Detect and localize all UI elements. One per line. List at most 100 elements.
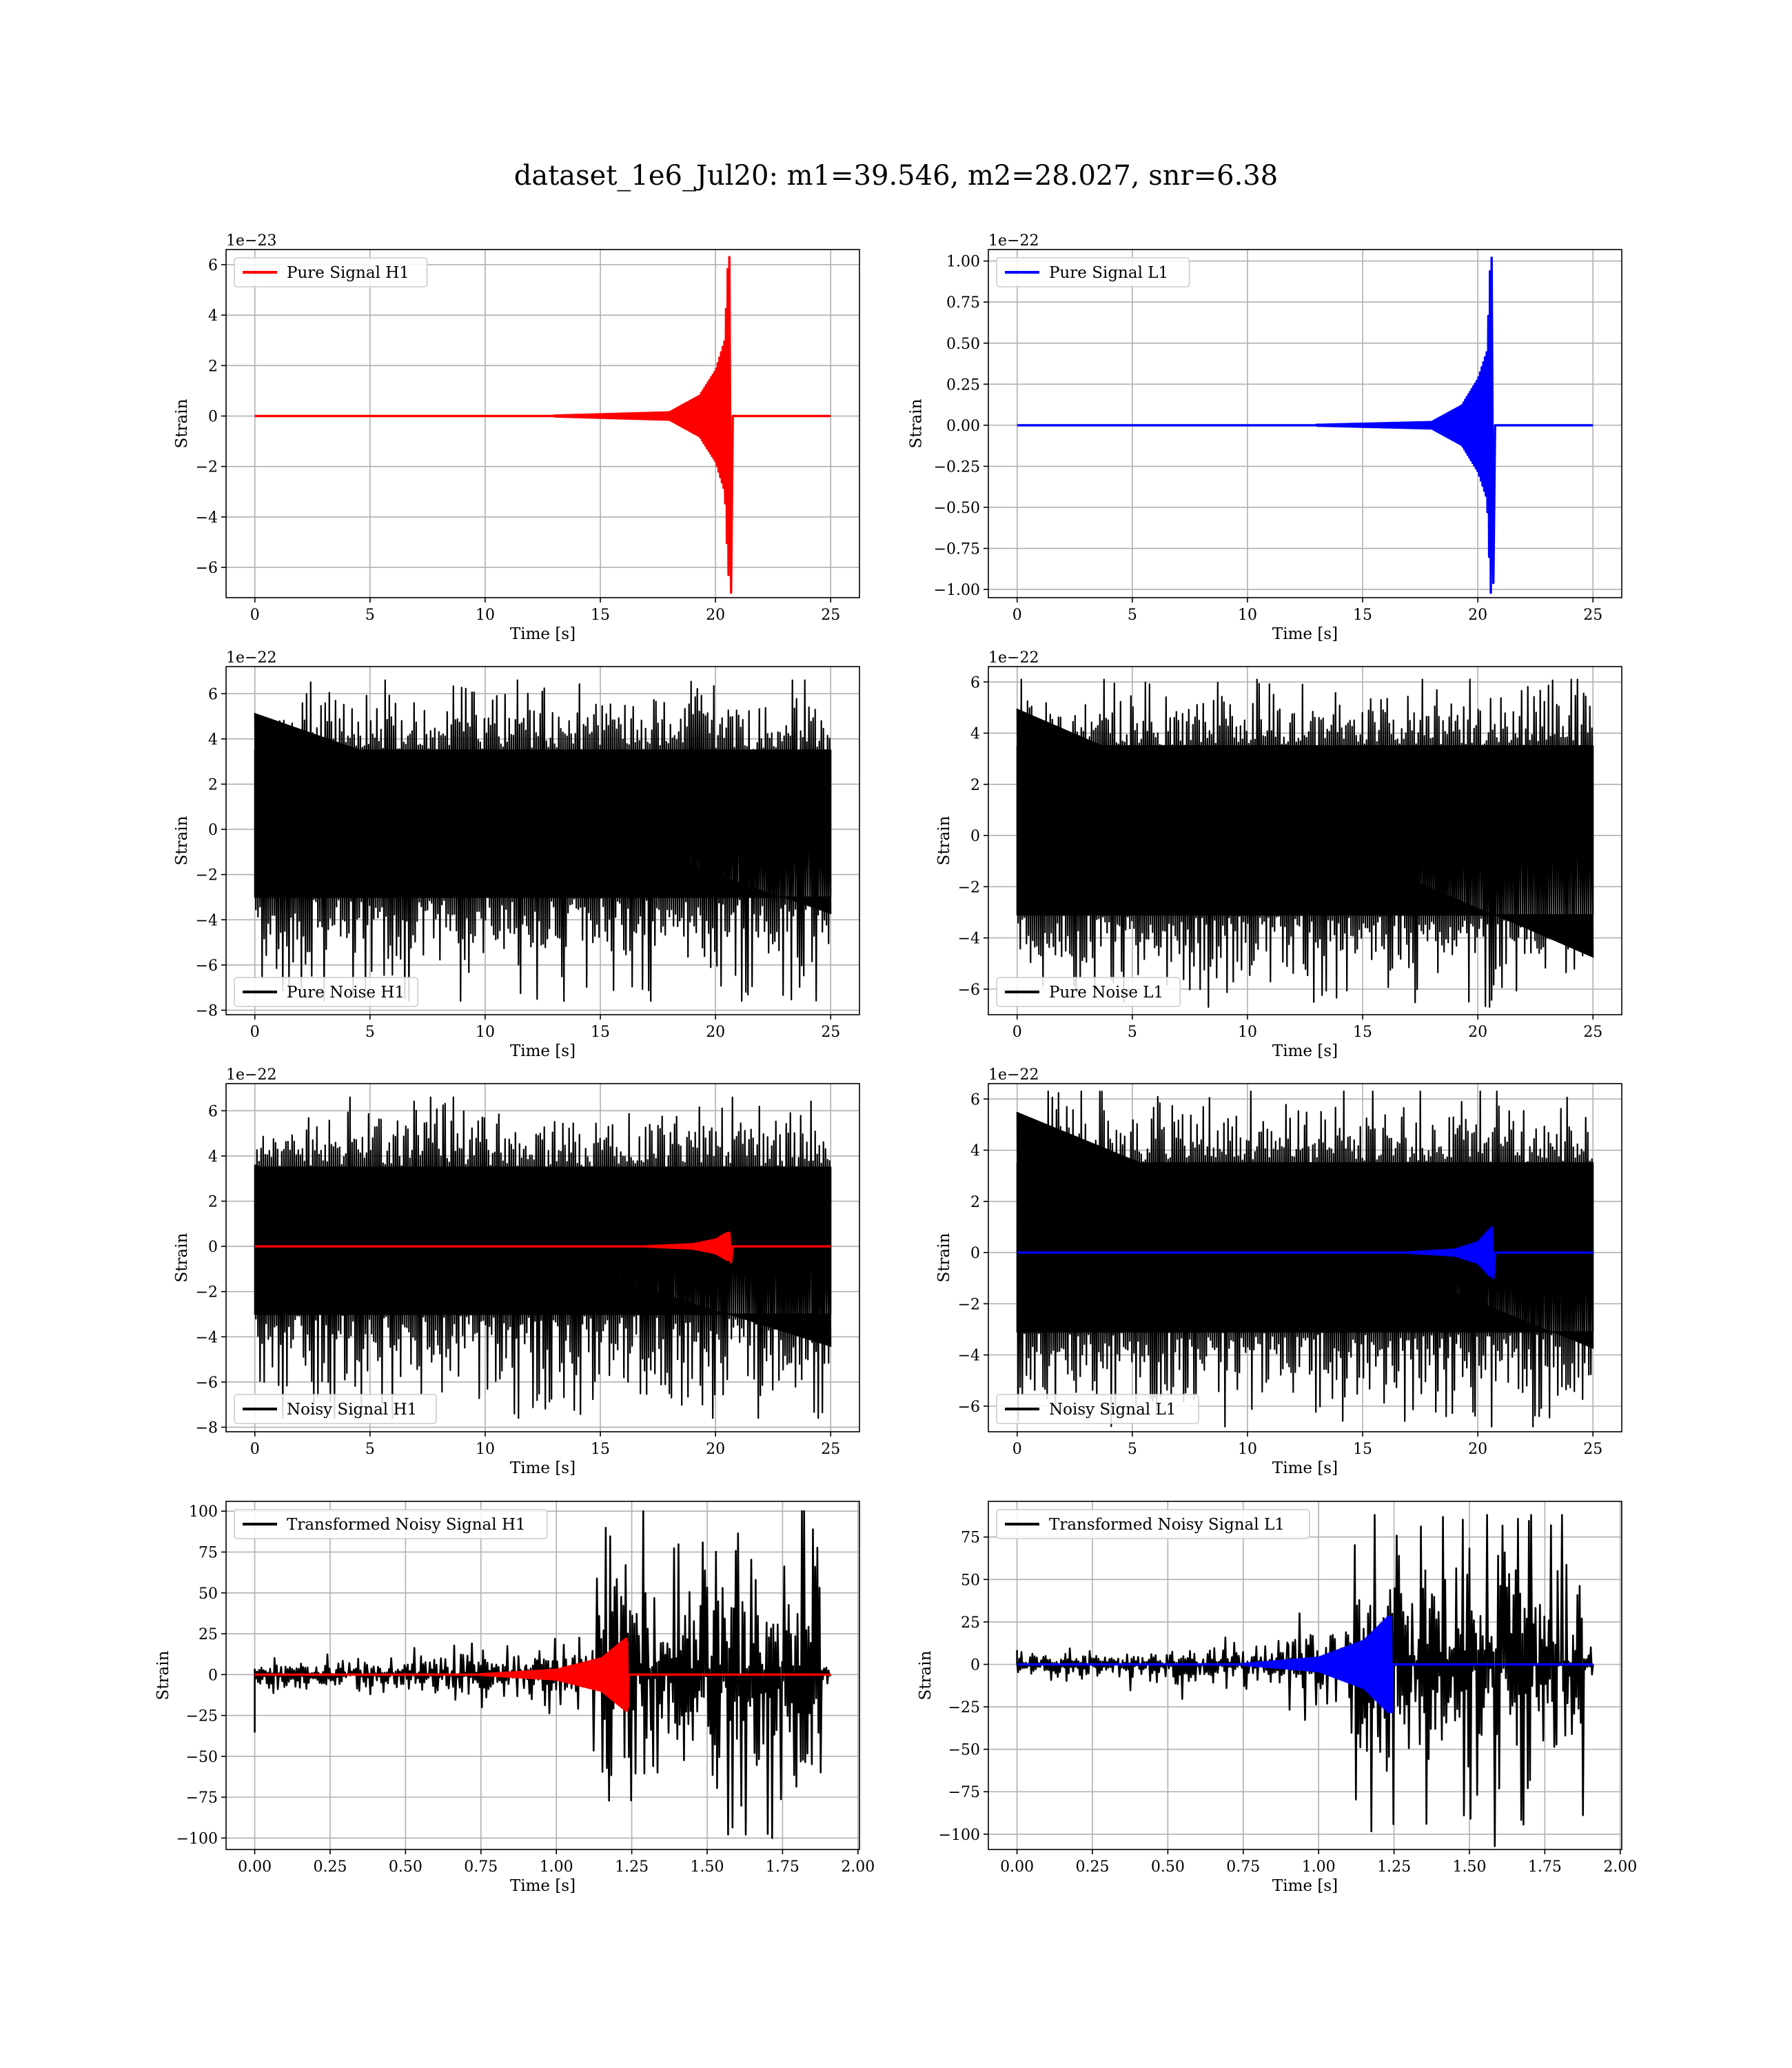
x-tick-label: 15 [1353,1024,1372,1041]
x-axis-label: Time [s] [1272,1459,1338,1477]
y-tick-label: −4 [958,931,980,948]
panel-pure-signal-h1: 0 5 10 15 20 25 −6 −4 −2 0 2 4 6 1e−23 Time [s] Strain P… [173,232,860,643]
x-tick-label: 1.00 [540,1858,573,1876]
panel-transformed-noisy-signal-h1: 0.00 0.25 0.50 0.75 1.00 1.25 1.50 1.75 2.00 −100… [154,1501,875,1895]
axis-offset-text: 1e−22 [226,649,276,667]
x-tick-label: 15 [591,1441,610,1458]
x-tick-label: 1.00 [1302,1858,1336,1876]
y-tick-label: −8 [196,1419,218,1437]
panel-pure-noise-l1: 0 5 10 15 20 25 −6 −4 −2 0 2 4 6 1e−22 Time [s] Strain P… [935,649,1622,1060]
x-tick-label: 1.25 [615,1858,649,1876]
axis-offset-text: 1e−22 [988,1066,1039,1084]
axis-offset-text: 1e−23 [226,232,276,250]
y-tick-label: 75 [961,1530,980,1547]
x-tick-label: 20 [706,1024,725,1041]
y-tick-label: −8 [196,1002,218,1020]
legend-label: Pure Noise H1 [287,984,405,1002]
y-tick-label: −25 [186,1708,218,1725]
legend-label: Transformed Noisy Signal H1 [287,1516,526,1534]
axes-frame [225,1083,860,1432]
legend-box [234,977,419,1007]
y-tick-label: −1.00 [934,582,980,599]
plot-area [1016,1091,1594,1428]
axes-frame [988,1501,1622,1850]
x-tick-label: 1.50 [1453,1858,1487,1876]
x-tick-label: 25 [821,1024,840,1041]
y-tick-label: −0.75 [934,541,980,558]
x-tick-label: 0 [250,1024,260,1041]
x-tick-label: 25 [1583,607,1602,624]
x-axis-label: Time [s] [1272,1877,1338,1895]
y-tick-label: 25 [198,1626,218,1643]
y-tick-label: 0 [208,1239,218,1256]
y-tick-label: 0 [208,1667,218,1684]
grid [226,250,859,598]
x-tick-label: 0 [250,1441,260,1458]
series-pure-signal-l1 [1017,256,1594,594]
legend-label: Pure Signal H1 [287,264,409,282]
y-tick-label: −6 [196,1375,218,1392]
x-tick-label: 0.50 [389,1858,422,1876]
series-noisy-signal-l1 [1016,1091,1594,1428]
x-tick-label: 5 [1128,607,1137,624]
y-tick-label: 0.00 [946,418,980,435]
y-axis-label: Strain [908,398,926,448]
panel-pure-noise-h1: 0 5 10 15 20 25 −8 −6 −4 −2 0 2 4 6 1e−22 Time [s] Strai… [173,649,860,1060]
legend: Pure Signal L1 [996,257,1190,287]
x-tick-label: 10 [476,1441,495,1458]
x-tick-label: 20 [1468,607,1487,624]
x-tick-label: 15 [591,1024,610,1041]
x-tick-label: 1.25 [1377,1858,1411,1876]
x-tick-label: 0.25 [313,1858,347,1876]
legend-label: Transformed Noisy Signal L1 [1049,1516,1285,1534]
y-tick-label: 4 [970,726,980,743]
y-axis-label: Strain [917,1650,935,1700]
y-tick-label: 4 [208,731,218,749]
legend: Transformed Noisy Signal H1 [234,1509,548,1539]
x-tick-label: 20 [1468,1024,1487,1041]
x-tick-label: 20 [706,607,725,624]
x-tick-label: 25 [821,1441,840,1458]
y-tick-label: −25 [948,1699,980,1716]
legend: Pure Noise L1 [996,977,1181,1007]
x-tick-label: 20 [1468,1441,1487,1458]
legend: Transformed Noisy Signal L1 [996,1509,1310,1539]
x-tick-label: 2.00 [1603,1858,1637,1876]
plot-area [254,1510,832,1839]
series-pure-noise-l1 [1016,678,1594,1008]
y-tick-label: 50 [198,1585,218,1603]
plot-area [1016,1514,1594,1847]
x-tick-label: 5 [1128,1024,1137,1041]
legend-box [996,977,1181,1007]
panel-pure-signal-l1: 0 5 10 15 20 25 −1.00 −0.75 −0.50 −0.25 0.00 0.25 0.… [908,232,1622,643]
x-tick-label: 10 [476,607,495,624]
x-tick-label: 25 [821,607,840,624]
y-tick-label: −2 [196,1284,218,1301]
figure-title: dataset_1e6_Jul20: m1=39.546, m2=28.027,… [514,160,1278,192]
y-axis-label: Strain [173,1233,191,1282]
y-tick-label: 6 [970,1091,980,1108]
x-tick-label: 0.00 [1000,1858,1034,1876]
legend-box [234,1509,548,1539]
x-axis-label: Time [s] [1272,1042,1338,1060]
y-tick-label: −2 [196,459,218,476]
x-tick-label: 0 [1012,607,1022,624]
x-tick-label: 0 [1012,1024,1022,1041]
y-tick-label: 2 [208,358,218,375]
axes-frame [225,249,860,598]
y-tick-label: 2 [970,1194,980,1211]
y-tick-label: 4 [208,307,218,325]
x-tick-label: 25 [1583,1024,1602,1041]
x-tick-label: 0.25 [1075,1858,1109,1876]
legend: Pure Noise H1 [234,977,419,1007]
y-tick-label: 50 [961,1572,980,1589]
plot-area [254,679,832,1002]
legend-box [996,257,1190,287]
plot-area [254,256,831,594]
legend-label: Pure Signal L1 [1049,264,1168,282]
legend-box [996,1509,1310,1539]
y-tick-label: −0.25 [934,458,980,476]
x-tick-label: 15 [1353,1441,1372,1458]
y-tick-label: 75 [198,1544,218,1561]
